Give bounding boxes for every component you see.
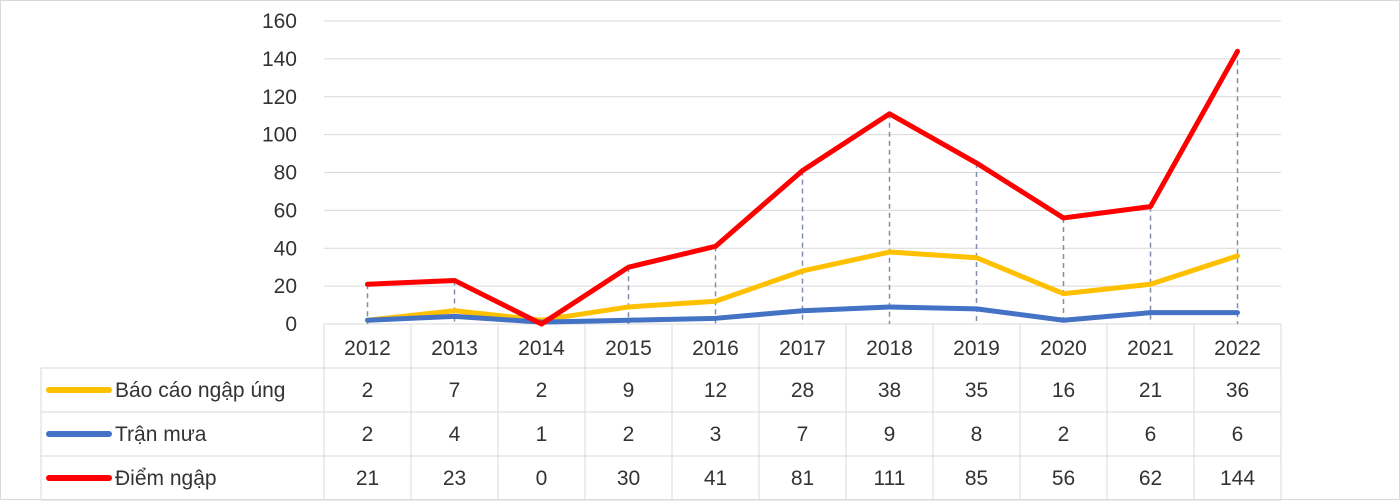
data-label: 2 <box>1058 423 1070 446</box>
x-tick-label: 2019 <box>953 337 1000 360</box>
legend-label: Điểm ngập <box>115 467 217 490</box>
series-line-1 <box>365 249 1240 323</box>
legend-label: Trận mưa <box>115 423 207 446</box>
data-label: 2 <box>362 423 374 446</box>
data-label: 7 <box>797 423 809 446</box>
series-lines <box>365 48 1240 327</box>
data-label: 0 <box>536 467 548 490</box>
x-tick-label: 2020 <box>1040 337 1087 360</box>
data-label: 85 <box>965 467 988 490</box>
data-label: 81 <box>791 467 814 490</box>
y-tick-label: 40 <box>274 237 297 260</box>
x-tick-label: 2013 <box>431 337 478 360</box>
drop-lines <box>366 51 1239 324</box>
data-label: 1 <box>536 423 548 446</box>
data-label: 4 <box>449 423 461 446</box>
y-tick-label: 60 <box>274 199 297 222</box>
data-label: 3 <box>710 423 722 446</box>
y-tick-label: 80 <box>274 162 297 185</box>
data-label: 62 <box>1139 467 1162 490</box>
x-tick-label: 2018 <box>866 337 913 360</box>
data-label: 2 <box>362 379 374 402</box>
data-label: 7 <box>449 379 461 402</box>
data-label: 2 <box>536 379 548 402</box>
data-label: 8 <box>971 423 983 446</box>
x-tick-label: 2016 <box>692 337 739 360</box>
data-label: 28 <box>791 379 814 402</box>
data-label: 56 <box>1052 467 1075 490</box>
data-label: 36 <box>1226 379 1249 402</box>
legend-label: Báo cáo ngập úng <box>115 379 285 402</box>
data-label: 41 <box>704 467 727 490</box>
data-label: 9 <box>623 379 635 402</box>
x-tick-label: 2012 <box>344 337 391 360</box>
y-tick-label: 20 <box>274 275 297 298</box>
data-label: 23 <box>443 467 466 490</box>
x-tick-label: 2017 <box>779 337 826 360</box>
data-label: 30 <box>617 467 640 490</box>
data-label: 144 <box>1220 467 1255 490</box>
series-line-2 <box>365 304 1240 325</box>
y-tick-label: 100 <box>262 124 297 147</box>
data-label: 9 <box>884 423 896 446</box>
x-tick-label: 2014 <box>518 337 565 360</box>
x-tick-label: 2015 <box>605 337 652 360</box>
data-label: 38 <box>878 379 901 402</box>
data-label: 6 <box>1232 423 1244 446</box>
series-line-3 <box>365 48 1240 327</box>
data-label: 35 <box>965 379 988 402</box>
data-label: 111 <box>874 467 906 490</box>
data-label: 6 <box>1145 423 1157 446</box>
y-axis-ticks: 0 20 40 60 80 100 120 140 160 <box>262 10 297 336</box>
data-table: 2012 2013 2014 2015 2016 2017 2018 2019 2020 2021… <box>40 324 1282 501</box>
data-label: 12 <box>704 379 727 402</box>
y-tick-label: 0 <box>285 313 297 336</box>
x-tick-label: 2022 <box>1214 337 1261 360</box>
data-label: 21 <box>356 467 379 490</box>
y-tick-label: 120 <box>262 86 297 109</box>
y-tick-label: 140 <box>262 48 297 71</box>
data-label: 21 <box>1139 379 1162 402</box>
data-label: 2 <box>623 423 635 446</box>
y-tick-label: 160 <box>262 10 297 33</box>
data-label: 16 <box>1052 379 1075 402</box>
x-tick-label: 2021 <box>1127 337 1174 360</box>
